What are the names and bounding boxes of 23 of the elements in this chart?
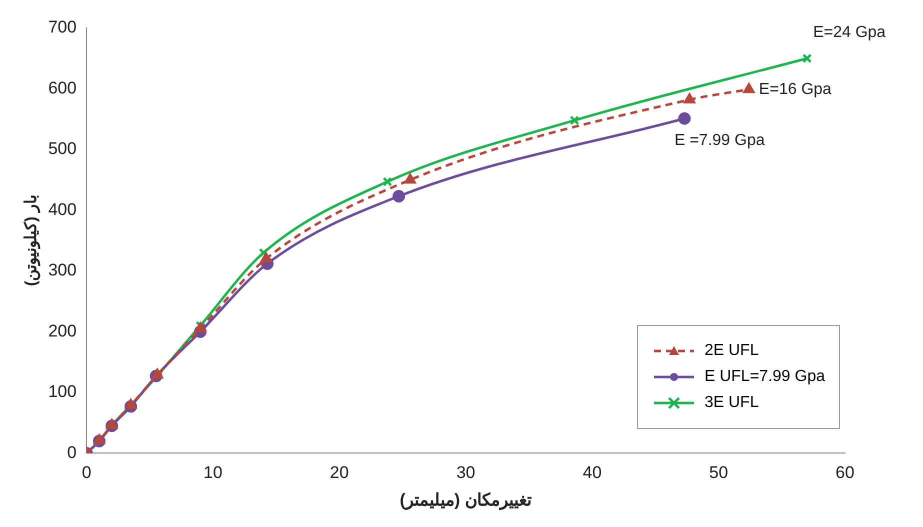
- y-tick-label: 100: [48, 382, 77, 402]
- y-tick-label: 600: [48, 78, 77, 98]
- y-tick-label: 400: [48, 200, 77, 219]
- y-tick-label: 0: [67, 442, 77, 462]
- y-tick-label: 700: [48, 18, 77, 37]
- x-tick-label: 40: [582, 463, 602, 482]
- annotation: E=24 Gpa: [813, 24, 886, 41]
- legend-label: E UFL=7.99 Gpa: [704, 368, 825, 386]
- x-tick-label: 20: [330, 463, 349, 482]
- legend-label: 2E UFL: [704, 342, 759, 360]
- y-tick-label: 200: [48, 321, 77, 340]
- x-tick-label: 60: [836, 463, 854, 482]
- x-tick-label: 0: [82, 463, 92, 482]
- y-axis-title: بار (کیلونیوتن): [23, 195, 42, 286]
- x-tick-label: 10: [204, 463, 222, 482]
- y-tick-label: 500: [48, 139, 77, 158]
- y-tick-label: 300: [48, 260, 77, 280]
- annotation: E =7.99 Gpa: [674, 132, 765, 149]
- legend-label: 3E UFL: [704, 394, 759, 412]
- annotation: E=16 Gpa: [758, 80, 832, 98]
- x-tick-label: 30: [456, 463, 476, 482]
- x-tick-label: 50: [709, 463, 728, 482]
- x-axis-title: تغییرمکان (میلیمتر): [400, 490, 532, 510]
